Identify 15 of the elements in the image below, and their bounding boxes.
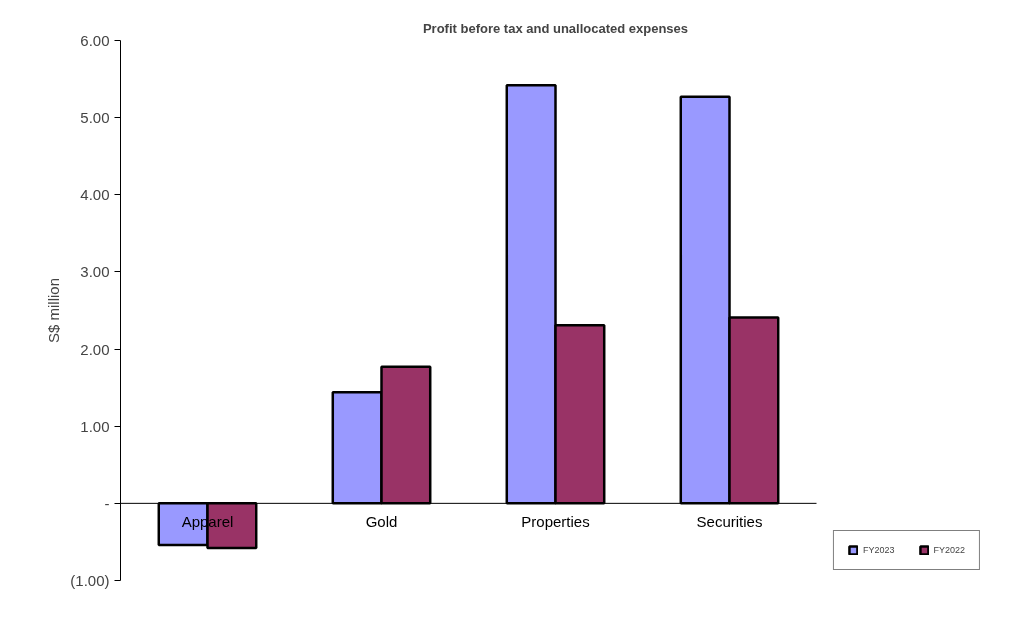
x-tick-label: Properties bbox=[521, 513, 590, 531]
y-tick-label: 5.00 bbox=[80, 109, 110, 127]
y-tick-label: - bbox=[104, 494, 110, 512]
y-axis-title: S$ million bbox=[45, 277, 63, 344]
legend-label: FY2022 bbox=[933, 545, 965, 555]
legend-label: FY2023 bbox=[862, 545, 895, 555]
y-tick-label: 3.00 bbox=[80, 263, 110, 281]
x-tick-label: Gold bbox=[365, 513, 398, 531]
x-tick-label: Securities bbox=[696, 513, 763, 531]
y-tick-label: 6.00 bbox=[80, 32, 110, 49]
y-tick-label: (1.00) bbox=[70, 572, 110, 589]
y-tick-label: 2.00 bbox=[80, 340, 110, 358]
chart-title: Profit before tax and unallocated expenses bbox=[422, 20, 689, 36]
y-tick-label: 4.00 bbox=[80, 186, 110, 204]
y-tick-label: 1.00 bbox=[80, 417, 110, 435]
